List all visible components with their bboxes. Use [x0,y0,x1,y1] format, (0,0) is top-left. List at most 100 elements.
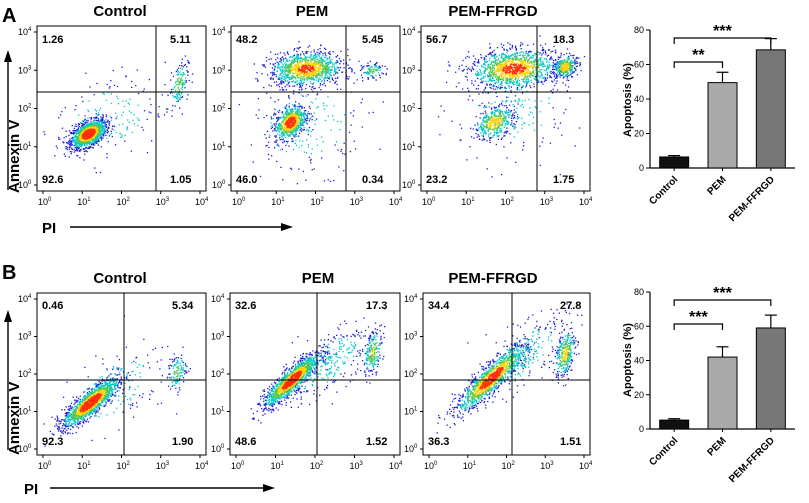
event-dot [369,69,371,71]
event-dot [270,122,272,124]
event-dot [325,65,327,67]
event-dot [535,54,537,56]
event-dot [494,60,496,62]
event-dot [261,64,264,66]
event-dot [124,134,126,137]
event-dot [560,54,562,56]
event-dot [489,141,491,144]
event-dot [507,42,509,44]
event-dot [282,130,284,132]
event-dot [298,168,300,170]
event-dot [326,75,329,77]
event-dot [328,73,331,75]
event-dot [80,121,82,124]
event-dot [332,51,334,53]
event-dot [102,132,105,134]
event-dot [537,61,539,63]
event-dot [301,51,304,53]
event-dot [303,121,305,123]
event-dot [172,105,174,107]
event-dot [286,115,288,117]
event-dot [480,126,482,128]
event-dot [279,66,281,68]
event-dot [287,73,289,75]
event-dot [136,117,139,119]
event-dot [288,123,290,125]
event-dot [491,80,493,82]
event-dot [88,138,90,140]
event-dot [496,110,499,112]
event-dot [495,59,497,61]
event-dot [92,135,94,138]
event-dot [516,87,519,89]
event-dot [500,138,502,141]
event-dot [491,55,494,58]
event-dot [533,75,535,77]
event-dot [179,107,181,109]
event-dot [95,138,97,140]
event-dot [290,121,292,124]
event-dot [367,77,369,79]
event-dot [506,96,508,98]
event-dot [329,69,331,71]
event-dot [288,109,291,111]
event-dot [464,75,467,78]
event-dot [480,77,483,79]
event-dot [296,50,298,52]
event-dot [479,70,482,72]
event-dot [510,110,512,112]
event-dot [293,125,295,128]
event-dot [101,120,104,122]
event-dot [75,134,77,136]
event-dot [494,82,497,84]
event-dot [268,141,270,143]
event-dot [346,78,348,80]
event-dot [308,73,310,75]
event-dot [286,84,288,86]
event-dot [511,47,513,49]
event-dot [555,52,557,54]
event-dot [88,131,90,134]
event-dot [502,124,504,126]
event-dot [255,114,257,116]
event-dot [540,63,543,65]
event-dot [164,84,166,86]
event-dot [73,127,75,129]
event-dot [340,50,342,52]
event-dot [286,51,289,53]
event-dot [295,144,298,146]
event-dot [289,109,291,111]
event-dot [509,48,512,50]
event-dot [91,142,94,144]
event-dot [91,126,94,128]
event-dot [296,121,298,123]
event-dot [381,65,384,67]
event-dot [480,74,482,76]
event-dot [521,127,523,129]
event-dot [322,72,325,74]
event-dot [324,56,326,59]
event-dot [96,82,98,85]
event-dot [331,77,333,79]
event-dot [545,53,547,55]
event-dot [287,70,289,73]
event-dot [571,60,573,62]
event-dot [329,50,331,53]
event-dot [284,76,286,78]
event-dot [303,117,305,119]
event-dot [527,44,529,46]
event-dot [466,159,468,161]
event-dot [465,65,467,68]
event-dot [289,133,291,136]
event-dot [293,60,295,62]
event-dot [303,71,305,73]
event-dot [176,95,178,98]
event-dot [558,56,561,59]
event-dot [326,70,328,72]
event-dot [287,74,290,76]
event-dot [574,59,576,61]
event-dot [279,125,281,127]
event-dot [305,67,308,69]
event-dot [300,94,302,96]
event-dot [516,118,518,120]
